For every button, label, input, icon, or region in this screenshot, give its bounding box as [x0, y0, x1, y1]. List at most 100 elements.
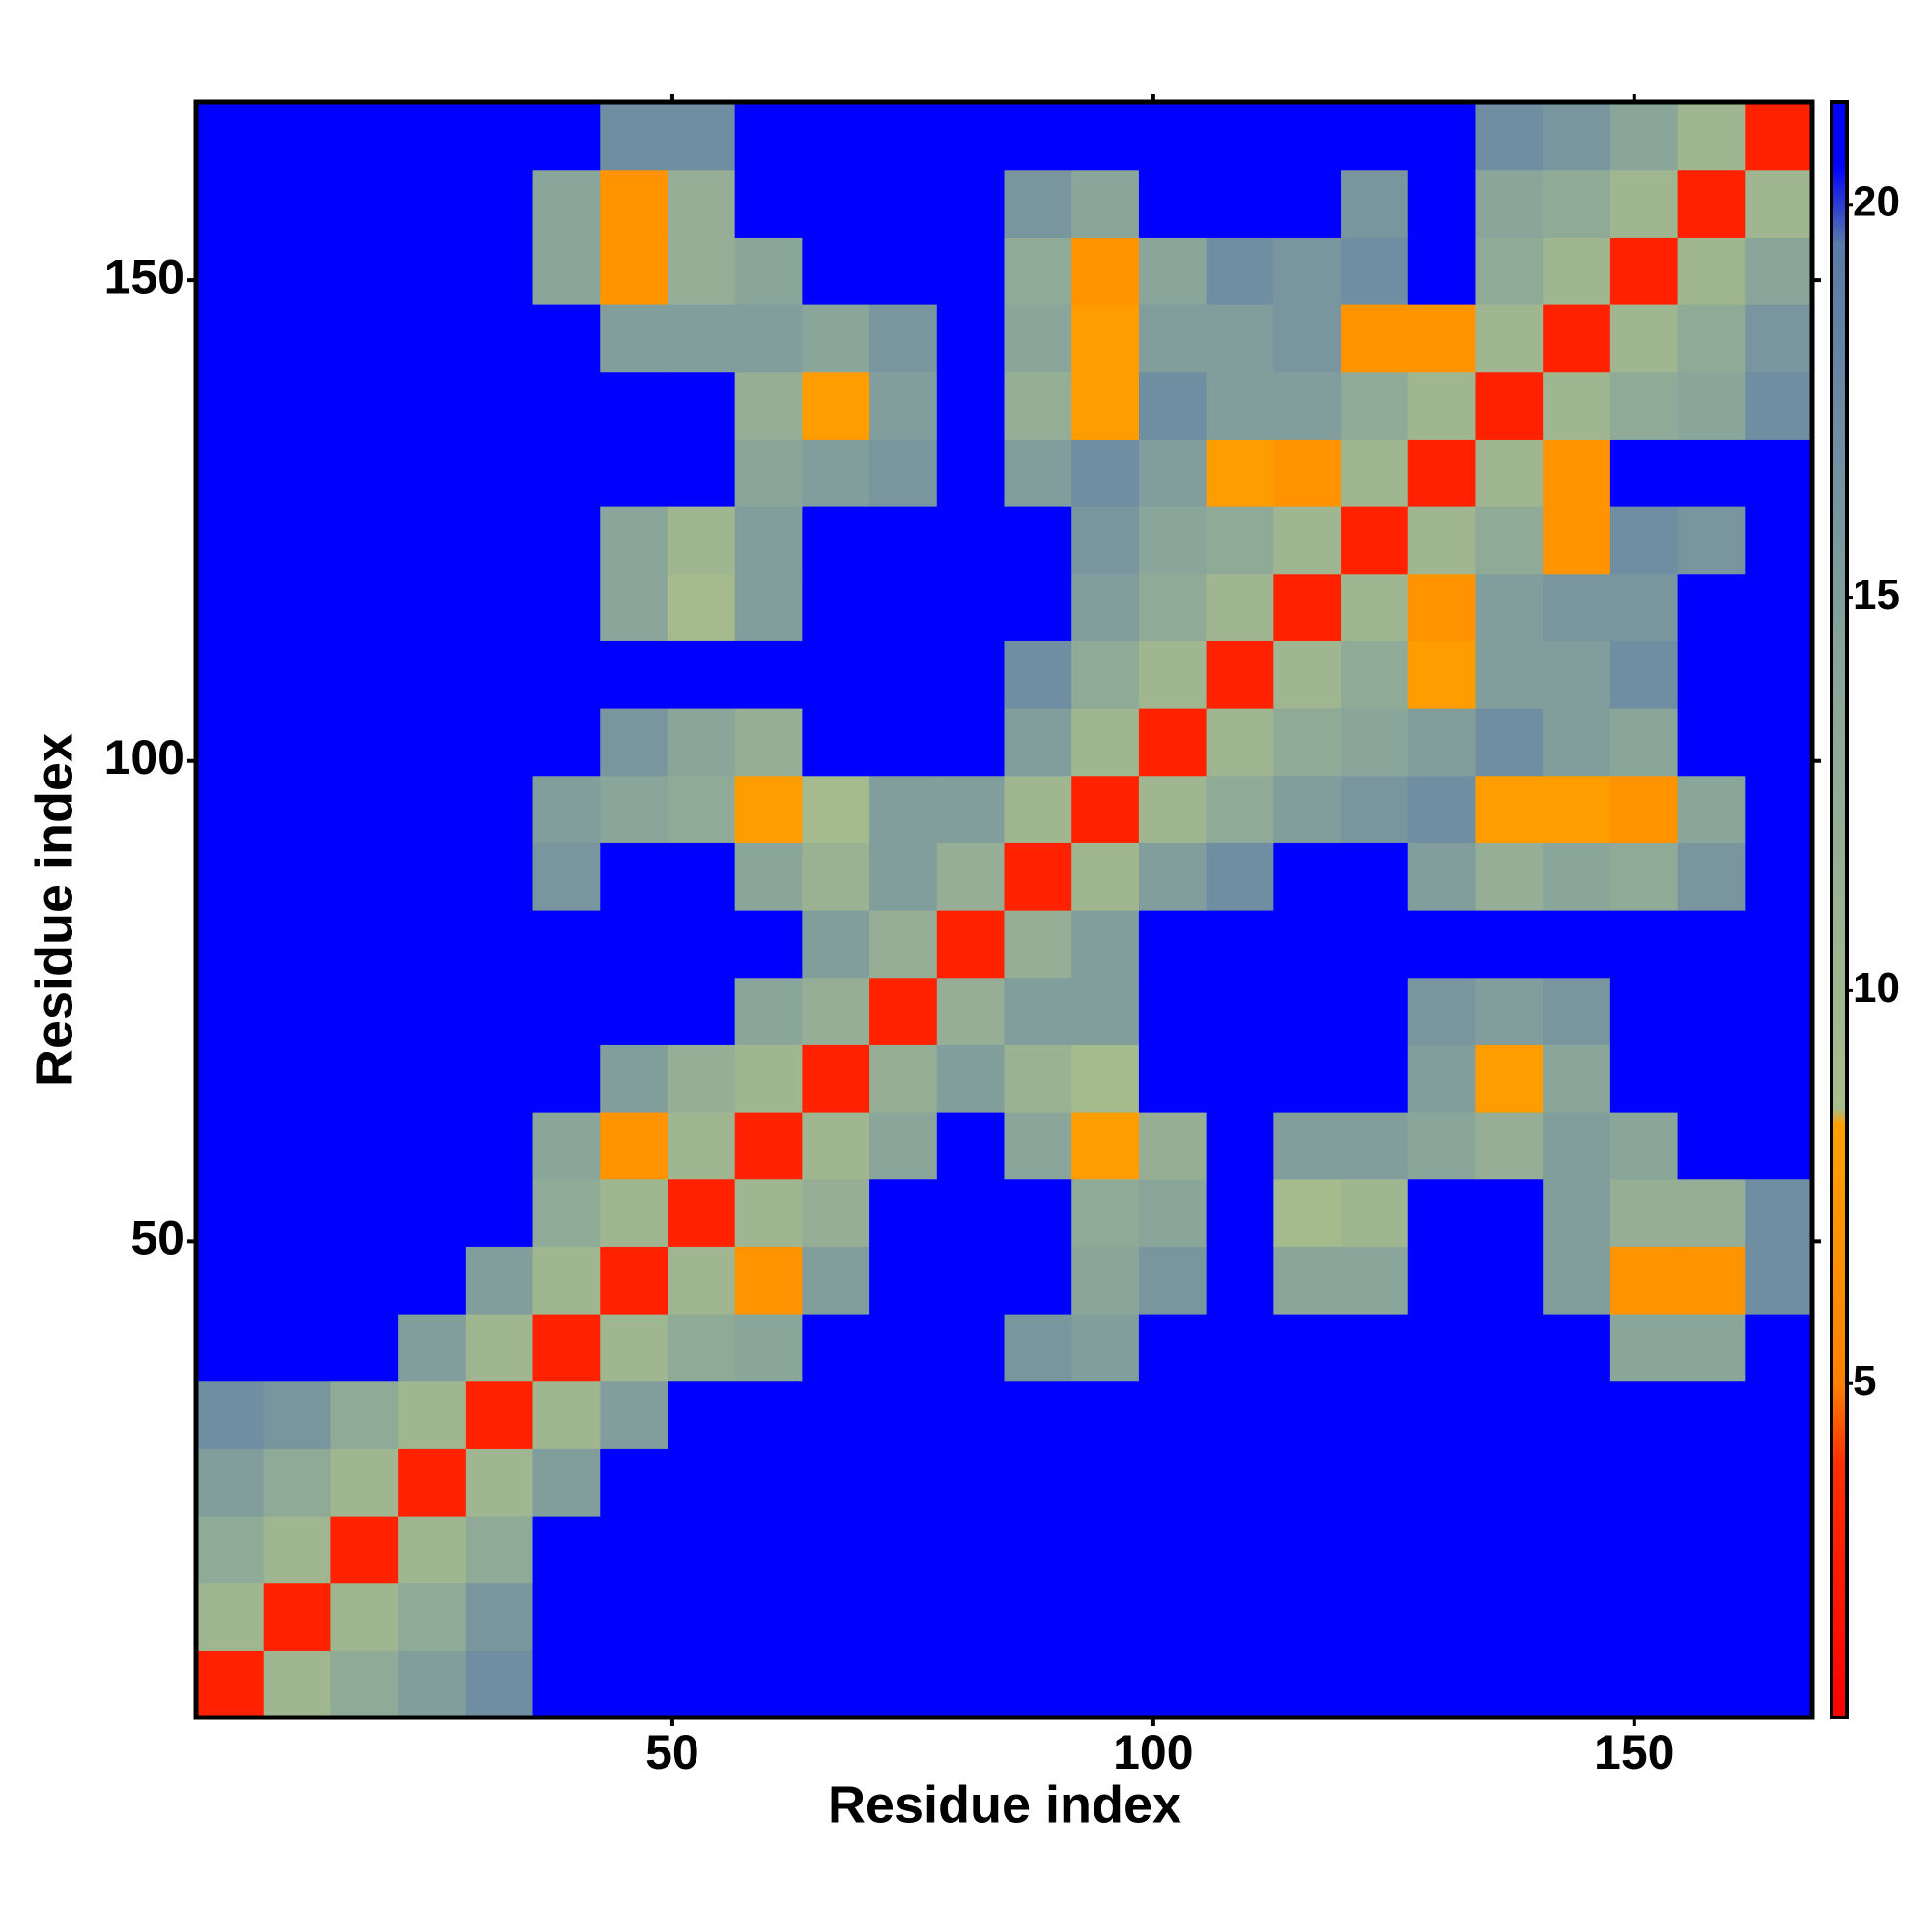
heatmap-cell [1341, 439, 1409, 507]
heatmap-cell [869, 1448, 938, 1517]
heatmap-cell [1609, 1448, 1679, 1517]
heatmap-cell [667, 1448, 736, 1517]
heatmap-cell [1071, 708, 1140, 777]
heatmap-cell [734, 371, 803, 440]
heatmap-cell [1475, 977, 1544, 1045]
heatmap-cell [465, 1448, 534, 1517]
heatmap-cell [1071, 1650, 1140, 1719]
heatmap-cell [802, 708, 870, 777]
heatmap-cell [1273, 1314, 1342, 1382]
heatmap-cell [1071, 371, 1140, 440]
heatmap-cell [1273, 102, 1342, 171]
heatmap-cell [1004, 1044, 1072, 1113]
heatmap-cell [1407, 1112, 1477, 1180]
heatmap-cell [1004, 1582, 1072, 1651]
heatmap-cell [532, 573, 601, 641]
heatmap-cell [1273, 708, 1342, 777]
heatmap-cell [600, 1380, 668, 1449]
heatmap-cell [398, 304, 467, 373]
heatmap-cell [1004, 506, 1072, 575]
heatmap-cell [196, 1380, 265, 1449]
heatmap-cell [398, 1582, 467, 1651]
heatmap-cell [1475, 169, 1544, 238]
heatmap-cell [1341, 1112, 1409, 1180]
heatmap-cell [1004, 304, 1072, 373]
heatmap-cell [263, 640, 332, 709]
heatmap-cell [1745, 977, 1813, 1045]
heatmap-cell [1206, 102, 1274, 171]
heatmap-cell [1609, 573, 1679, 641]
heatmap-cell [330, 1516, 399, 1584]
heatmap-cell [1341, 1650, 1409, 1719]
heatmap-cell [1543, 1448, 1611, 1517]
heatmap-cell [1206, 1516, 1274, 1584]
heatmap-cell [869, 1516, 938, 1584]
heatmap-cell [1475, 304, 1544, 373]
heatmap-cell [734, 1246, 803, 1315]
heatmap-cell [263, 439, 332, 507]
heatmap-cell [465, 1246, 534, 1315]
heatmap-cell [532, 237, 601, 305]
heatmap-cell [600, 775, 668, 843]
heatmap-cell [196, 1650, 265, 1719]
heatmap-cell [1543, 371, 1611, 440]
heatmap-cell [1273, 304, 1342, 373]
heatmap-cell [1407, 1246, 1477, 1315]
heatmap-cell [465, 304, 534, 373]
colorbar [1830, 100, 1849, 1719]
heatmap-cell [1206, 1044, 1274, 1113]
y-tick-label: 100 [104, 730, 185, 784]
heatmap-cell [263, 1582, 332, 1651]
heatmap-cell [734, 1044, 803, 1113]
heatmap-cell [734, 1516, 803, 1584]
heatmap-cell [330, 1112, 399, 1180]
heatmap-cell [1407, 1044, 1477, 1113]
heatmap-cell [1609, 1112, 1679, 1180]
heatmap-cell [869, 640, 938, 709]
heatmap-cell [869, 708, 938, 777]
heatmap-cell [532, 1044, 601, 1113]
heatmap-cell [1407, 371, 1477, 440]
heatmap-cell [1004, 1179, 1072, 1247]
heatmap-cell [1745, 573, 1813, 641]
heatmap-cell [1407, 304, 1477, 373]
heatmap-cell [667, 1380, 736, 1449]
heatmap-cell [1138, 1112, 1208, 1180]
heatmap-cell [1677, 237, 1746, 305]
heatmap-cell [1206, 708, 1274, 777]
heatmap-cell [1206, 842, 1274, 911]
heatmap-cell [802, 506, 870, 575]
heatmap-cell [667, 237, 736, 305]
heatmap-cell [398, 1448, 467, 1517]
heatmap-cell [465, 977, 534, 1045]
heatmap-cell [936, 1044, 1006, 1113]
heatmap-cell [1407, 1314, 1477, 1382]
heatmap-cell [1071, 977, 1140, 1045]
heatmap-cell [196, 1582, 265, 1651]
heatmap-cell [330, 1650, 399, 1719]
heatmap-cell [1407, 775, 1477, 843]
heatmap-cell [196, 977, 265, 1045]
heatmap-cell [936, 1516, 1006, 1584]
heatmap-cell [667, 1650, 736, 1719]
heatmap-cell [1475, 102, 1544, 171]
heatmap-cell [330, 1582, 399, 1651]
colorbar-tick-label: 5 [1853, 1357, 1876, 1405]
heatmap-cell [869, 910, 938, 979]
heatmap-cell [532, 102, 601, 171]
heatmap-cell [1475, 573, 1544, 641]
heatmap-cell [263, 1380, 332, 1449]
heatmap-cell [1004, 1650, 1072, 1719]
heatmap-cell [1677, 573, 1746, 641]
heatmap-cell [936, 237, 1006, 305]
heatmap-cell [1543, 1112, 1611, 1180]
heatmap-cell [1677, 304, 1746, 373]
heatmap-cell [1341, 708, 1409, 777]
heatmap-cell [398, 1246, 467, 1315]
heatmap-cell [1273, 640, 1342, 709]
heatmap-cell [263, 1179, 332, 1247]
heatmap-cell [1341, 506, 1409, 575]
heatmap-cell [1206, 1380, 1274, 1449]
heatmap-cell [263, 1112, 332, 1180]
heatmap-cell [1745, 1516, 1813, 1584]
